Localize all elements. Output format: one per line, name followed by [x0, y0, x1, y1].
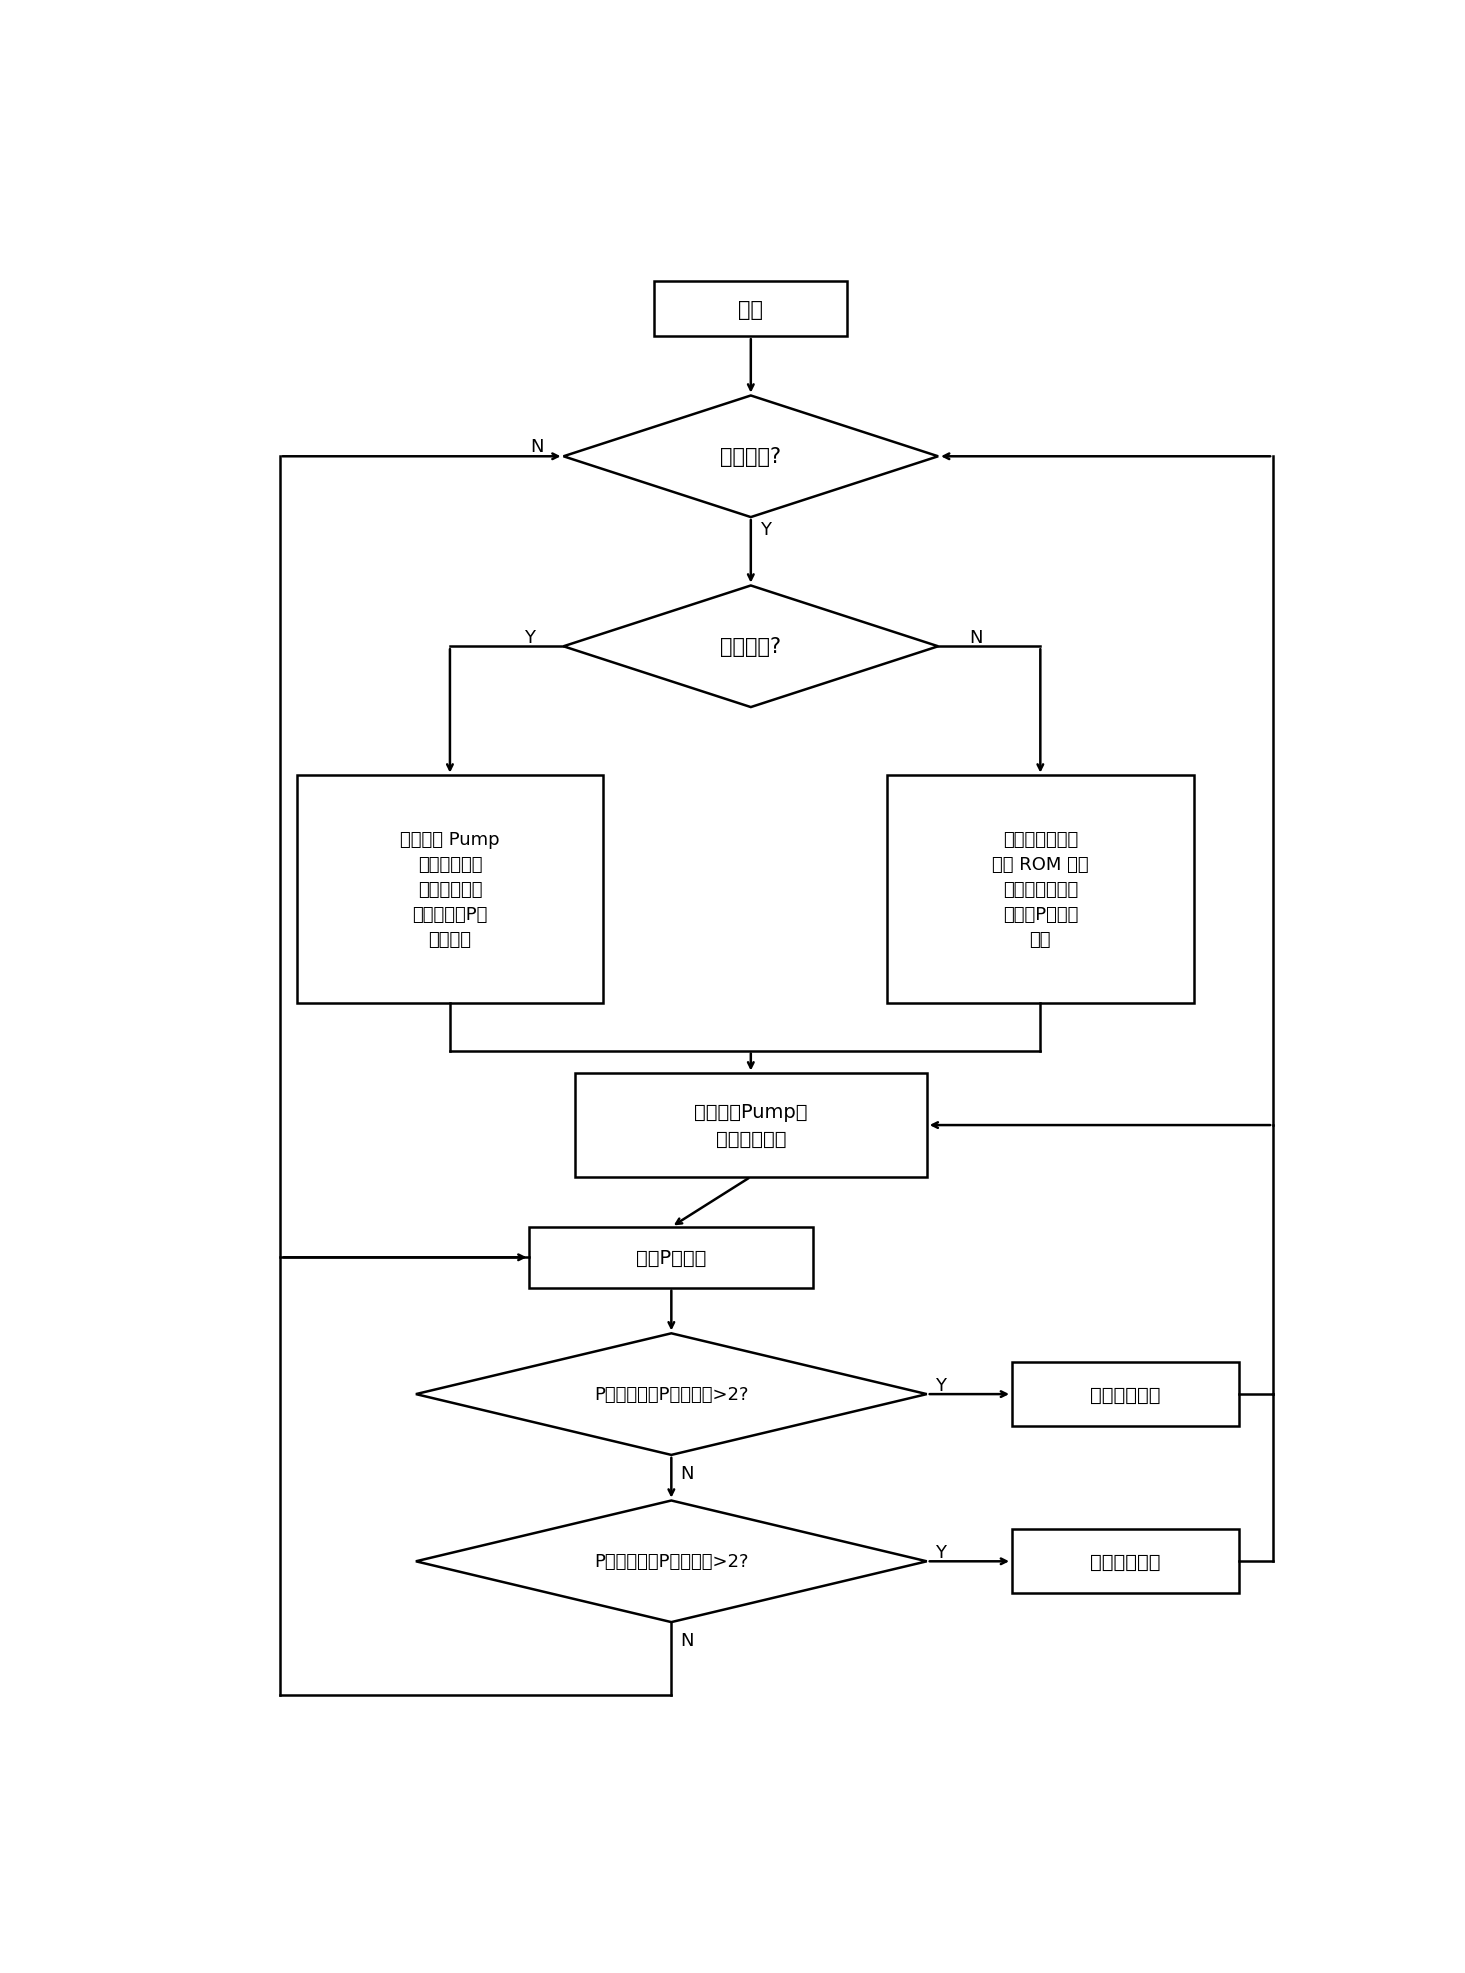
Text: 配置改变?: 配置改变? — [721, 448, 781, 468]
Bar — [1012, 1529, 1239, 1594]
Bar — [888, 775, 1194, 1004]
Text: Y: Y — [524, 629, 535, 647]
Text: 开始: 开始 — [738, 300, 763, 320]
Text: P点采样值－P点参考值>2?: P点采样值－P点参考值>2? — [595, 1385, 749, 1403]
Text: 驱动电流加一: 驱动电流加一 — [1090, 1553, 1160, 1571]
Text: N: N — [680, 1464, 694, 1482]
Bar — [529, 1227, 813, 1288]
Text: 连续方式?: 连续方式? — [721, 637, 781, 657]
Bar — [1012, 1363, 1239, 1426]
Text: N: N — [530, 438, 544, 456]
Bar — [296, 775, 604, 1004]
Text: 根据各个 Pump
源要求的功率
值计算驱动电
流初始值和P点
的参考值: 根据各个 Pump 源要求的功率 值计算驱动电 流初始值和P点 的参考值 — [400, 831, 500, 949]
Text: 采集P点的值: 采集P点的值 — [636, 1249, 706, 1267]
Text: N: N — [680, 1632, 694, 1649]
Text: Y: Y — [760, 521, 771, 539]
Bar — [574, 1073, 927, 1178]
Text: Y: Y — [935, 1377, 946, 1395]
Text: P点参考值－P点采样值>2?: P点参考值－P点采样值>2? — [595, 1553, 749, 1571]
Text: 驱动电流减一: 驱动电流减一 — [1090, 1385, 1160, 1405]
Text: Y: Y — [935, 1543, 946, 1561]
Text: 根据工作模式代
码从 ROM 中读
出驱动电流的初
始值和P点的参
考值: 根据工作模式代 码从 ROM 中读 出驱动电流的初 始值和P点的参 考值 — [992, 831, 1088, 949]
Text: N: N — [968, 629, 983, 647]
Text: 下载各个Pump源
的驱动电流值: 下载各个Pump源 的驱动电流值 — [694, 1103, 807, 1148]
Bar — [655, 282, 847, 337]
